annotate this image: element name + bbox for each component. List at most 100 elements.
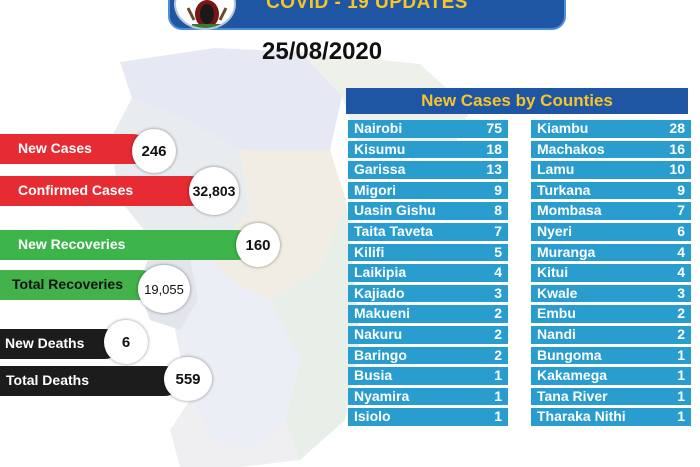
county-name: Baringo <box>354 346 407 363</box>
county-name: Busia <box>354 367 393 384</box>
county-name: Bungoma <box>537 346 602 363</box>
county-name: Taita Taveta <box>354 222 433 239</box>
county-cases: 4 <box>677 264 685 281</box>
county-cases: 9 <box>494 181 502 198</box>
county-name: Kakamega <box>537 367 608 384</box>
county-cases: 1 <box>494 367 502 384</box>
county-row: Kisumu 18 <box>348 140 508 159</box>
county-cases: 1 <box>494 387 502 404</box>
county-row: Migori 9 <box>348 181 508 200</box>
county-cases: 75 <box>486 120 502 136</box>
county-row: Kilifi 5 <box>348 243 508 262</box>
stat-new-recoveries-label: New Recoveries <box>18 236 126 252</box>
county-cases: 2 <box>494 346 502 363</box>
county-name: Migori <box>354 181 396 198</box>
county-name: Nairobi <box>354 120 403 136</box>
county-row: Kakamega 1 <box>531 367 691 385</box>
county-cases: 10 <box>669 161 685 178</box>
county-name: Nakuru <box>354 325 403 342</box>
county-row: Embu 2 <box>531 305 691 323</box>
stat-total-recoveries-bar: Total Recoveries <box>0 270 156 300</box>
county-cases: 3 <box>677 284 685 301</box>
county-name: Kiambu <box>537 120 589 136</box>
county-cases: 7 <box>677 202 685 219</box>
stat-new-recoveries-bar: New Recoveries <box>0 230 252 260</box>
county-name: Kitui <box>537 264 569 281</box>
county-cases: 2 <box>494 325 502 342</box>
stat-total-deaths-value: 559 <box>164 357 212 401</box>
county-cases: 28 <box>669 120 685 136</box>
county-cases: 1 <box>494 408 502 425</box>
counties-table-title: New Cases by Counties <box>346 88 688 114</box>
county-row: Baringo 2 <box>348 346 508 365</box>
county-name: Kwale <box>537 284 578 301</box>
county-name: Muranga <box>537 243 596 260</box>
county-name: Mombasa <box>537 202 602 219</box>
county-row: Busia 1 <box>348 367 508 385</box>
county-cases: 1 <box>677 367 685 384</box>
header-title: COVID - 19 UPDATES <box>266 0 468 13</box>
stat-new-recoveries-value: 160 <box>236 223 280 267</box>
county-row: Laikipia 4 <box>348 264 508 282</box>
county-cases: 9 <box>677 181 685 198</box>
county-row: Lamu 10 <box>531 161 691 179</box>
county-name: Kajiado <box>354 284 405 301</box>
county-name: Kilifi <box>354 243 385 260</box>
county-row: Garissa 13 <box>348 161 508 179</box>
county-row: Taita Taveta 7 <box>348 222 508 241</box>
stat-confirmed-cases-value: 32,803 <box>189 167 239 215</box>
map-region-north <box>120 48 360 150</box>
county-cases: 2 <box>677 325 685 342</box>
county-name: Nyamira <box>354 387 410 404</box>
county-cases: 3 <box>494 284 502 301</box>
county-row: Nandi 2 <box>531 325 691 344</box>
county-row: Tana River 1 <box>531 387 691 406</box>
county-cases: 2 <box>494 305 502 322</box>
county-name: Nyeri <box>537 222 573 239</box>
county-cases: 4 <box>494 264 502 281</box>
county-name: Nandi <box>537 325 576 342</box>
county-name: Machakos <box>537 140 605 157</box>
county-cases: 5 <box>494 243 502 260</box>
county-row: Kwale 3 <box>531 284 691 303</box>
county-row: Isiolo 1 <box>348 408 508 426</box>
county-name: Garissa <box>354 161 406 178</box>
county-row: Nairobi 75 <box>348 120 508 138</box>
stat-new-cases-label: New Cases <box>18 140 92 156</box>
county-row: Kitui 4 <box>531 264 691 282</box>
county-name: Lamu <box>537 161 575 178</box>
stat-total-recoveries-value: 19,055 <box>138 265 190 313</box>
county-name: Embu <box>537 305 576 322</box>
county-row: Turkana 9 <box>531 181 691 200</box>
county-name: Tharaka Nithi <box>537 408 626 425</box>
county-cases: 1 <box>677 387 685 404</box>
stat-confirmed-cases-label: Confirmed Cases <box>18 182 134 198</box>
stat-new-deaths-bar: New Deaths <box>0 329 120 359</box>
county-name: Makueni <box>354 305 411 322</box>
counties-right-column: Kiambu 28 Machakos 16 Lamu 10 Turkana 9 Momb… <box>531 120 691 429</box>
county-cases: 1 <box>677 346 685 363</box>
county-row: Kajiado 3 <box>348 284 508 303</box>
county-name: Laikipia <box>354 264 407 281</box>
stat-total-deaths-bar: Total Deaths <box>0 366 180 396</box>
counties-left-column: Nairobi 75 Kisumu 18 Garissa 13 Migori 9 Uas… <box>348 120 508 429</box>
county-row: Nakuru 2 <box>348 325 508 344</box>
county-cases: 18 <box>486 140 502 157</box>
county-row: Machakos 16 <box>531 140 691 159</box>
map-region-coast <box>270 200 360 460</box>
county-name: Isiolo <box>354 408 391 425</box>
stat-new-deaths-label: New Deaths <box>5 335 85 351</box>
county-cases: 7 <box>494 222 502 239</box>
county-cases: 13 <box>486 161 502 178</box>
county-name: Tana River <box>537 387 608 404</box>
county-row: Nyamira 1 <box>348 387 508 406</box>
county-name: Kisumu <box>354 140 406 157</box>
county-row: Makueni 2 <box>348 305 508 323</box>
county-name: Turkana <box>537 181 591 198</box>
county-cases: 1 <box>677 408 685 425</box>
stat-total-deaths-label: Total Deaths <box>6 372 89 388</box>
stat-new-deaths-value: 6 <box>104 320 148 364</box>
county-row: Bungoma 1 <box>531 346 691 365</box>
stat-total-recoveries-label: Total Recoveries <box>12 276 124 292</box>
stat-new-cases-value: 246 <box>132 129 176 173</box>
